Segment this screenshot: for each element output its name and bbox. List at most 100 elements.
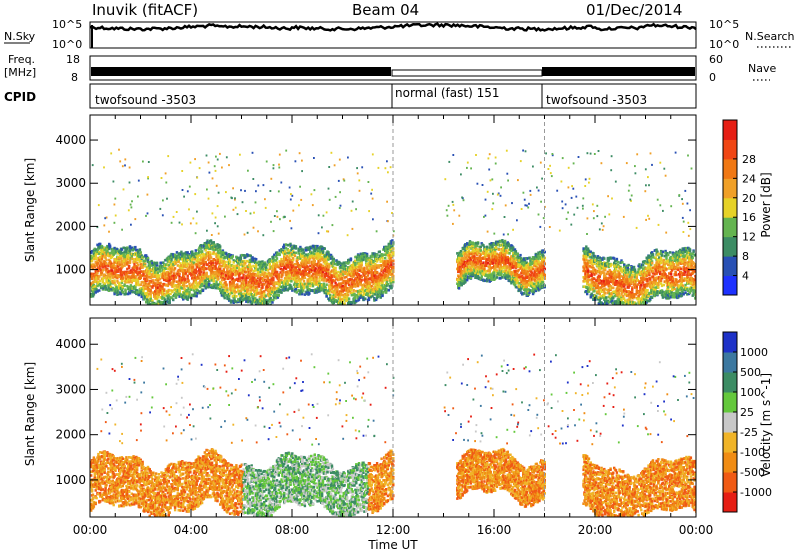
data-cell	[109, 281, 113, 285]
data-cell	[222, 252, 225, 255]
data-cell	[298, 277, 301, 281]
data-cell	[374, 253, 377, 256]
data-cell	[313, 269, 316, 272]
data-cell	[318, 289, 321, 292]
data-cell	[249, 283, 252, 287]
data-cell	[381, 292, 384, 296]
data-cell	[458, 254, 462, 257]
data-cell	[309, 268, 312, 271]
data-cell	[261, 291, 264, 294]
data-cell	[144, 265, 147, 268]
data-cell	[121, 265, 124, 268]
data-cell	[381, 280, 384, 284]
data-cell	[367, 271, 371, 275]
data-cell	[104, 284, 107, 288]
data-cell	[180, 294, 183, 298]
data-cell	[228, 258, 231, 261]
data-cell	[125, 250, 128, 254]
data-cell	[390, 259, 393, 263]
data-cell	[136, 281, 140, 284]
data-cell	[233, 297, 236, 300]
data-cell	[317, 252, 320, 255]
data-cell	[372, 267, 375, 270]
data-cell	[356, 295, 360, 299]
data-cell	[223, 286, 226, 289]
freq-label: Freq.	[8, 53, 35, 66]
data-cell	[315, 276, 318, 279]
data-cell	[219, 256, 223, 260]
data-cell	[212, 285, 215, 288]
data-cell	[140, 293, 143, 296]
data-cell	[117, 265, 120, 268]
beam-title: Beam 04	[352, 1, 419, 19]
data-cell	[191, 268, 195, 272]
data-cell	[206, 277, 209, 280]
data-cell	[260, 302, 263, 305]
data-cell	[379, 278, 382, 282]
data-cell	[145, 274, 149, 277]
data-cell	[274, 294, 277, 297]
data-cell	[255, 291, 258, 294]
data-cell	[387, 260, 390, 264]
data-cell	[242, 279, 245, 283]
data-cell	[375, 282, 378, 286]
data-cell	[301, 292, 304, 296]
data-cell	[152, 275, 155, 278]
data-cell	[277, 265, 280, 269]
data-cell	[131, 257, 134, 261]
data-cell	[301, 286, 304, 290]
data-cell	[376, 293, 380, 296]
data-cell	[154, 282, 157, 285]
data-cell	[317, 286, 320, 289]
data-cell	[348, 278, 352, 281]
data-cell	[293, 281, 297, 284]
data-cell	[94, 280, 97, 283]
data-cell	[127, 275, 131, 278]
data-cell	[196, 291, 199, 295]
data-cell	[288, 261, 291, 265]
data-cell	[273, 292, 276, 296]
data-cell	[222, 268, 225, 271]
data-cell	[108, 277, 112, 280]
data-cell	[301, 272, 304, 275]
data-cell	[387, 256, 390, 260]
data-cell	[159, 286, 162, 289]
nave-label: Nave	[748, 62, 776, 75]
data-cell	[158, 300, 161, 304]
data-cell	[182, 276, 186, 279]
data-cell	[96, 271, 99, 274]
data-cell	[280, 248, 283, 251]
data-cell	[208, 261, 211, 265]
data-cell	[99, 273, 103, 277]
data-cell	[181, 276, 184, 280]
data-cell	[109, 285, 113, 289]
data-cell	[342, 296, 345, 300]
data-cell	[277, 288, 280, 291]
data-cell	[389, 272, 392, 276]
nsky-panel	[89, 21, 697, 49]
data-cell	[235, 269, 238, 273]
data-cell	[320, 273, 324, 276]
data-cell	[347, 280, 351, 283]
data-cell	[252, 282, 255, 286]
data-cell	[163, 272, 166, 275]
data-cell	[156, 281, 160, 284]
data-cell	[91, 288, 95, 291]
data-cell	[374, 265, 377, 268]
data-cell	[334, 266, 337, 270]
cpid-segment-3: twofsound -3503	[546, 93, 647, 107]
data-cell	[288, 254, 291, 257]
data-cell	[238, 279, 242, 283]
data-cell	[194, 249, 197, 252]
data-cell	[457, 267, 460, 270]
data-cell	[301, 290, 304, 294]
data-cell	[291, 253, 294, 256]
data-cell	[357, 262, 361, 266]
data-cell	[158, 277, 161, 281]
data-cell	[256, 276, 260, 280]
data-cell	[145, 298, 149, 301]
data-cell	[321, 264, 325, 268]
data-cell	[144, 274, 147, 278]
data-cell	[325, 271, 328, 275]
data-cell	[366, 274, 370, 277]
